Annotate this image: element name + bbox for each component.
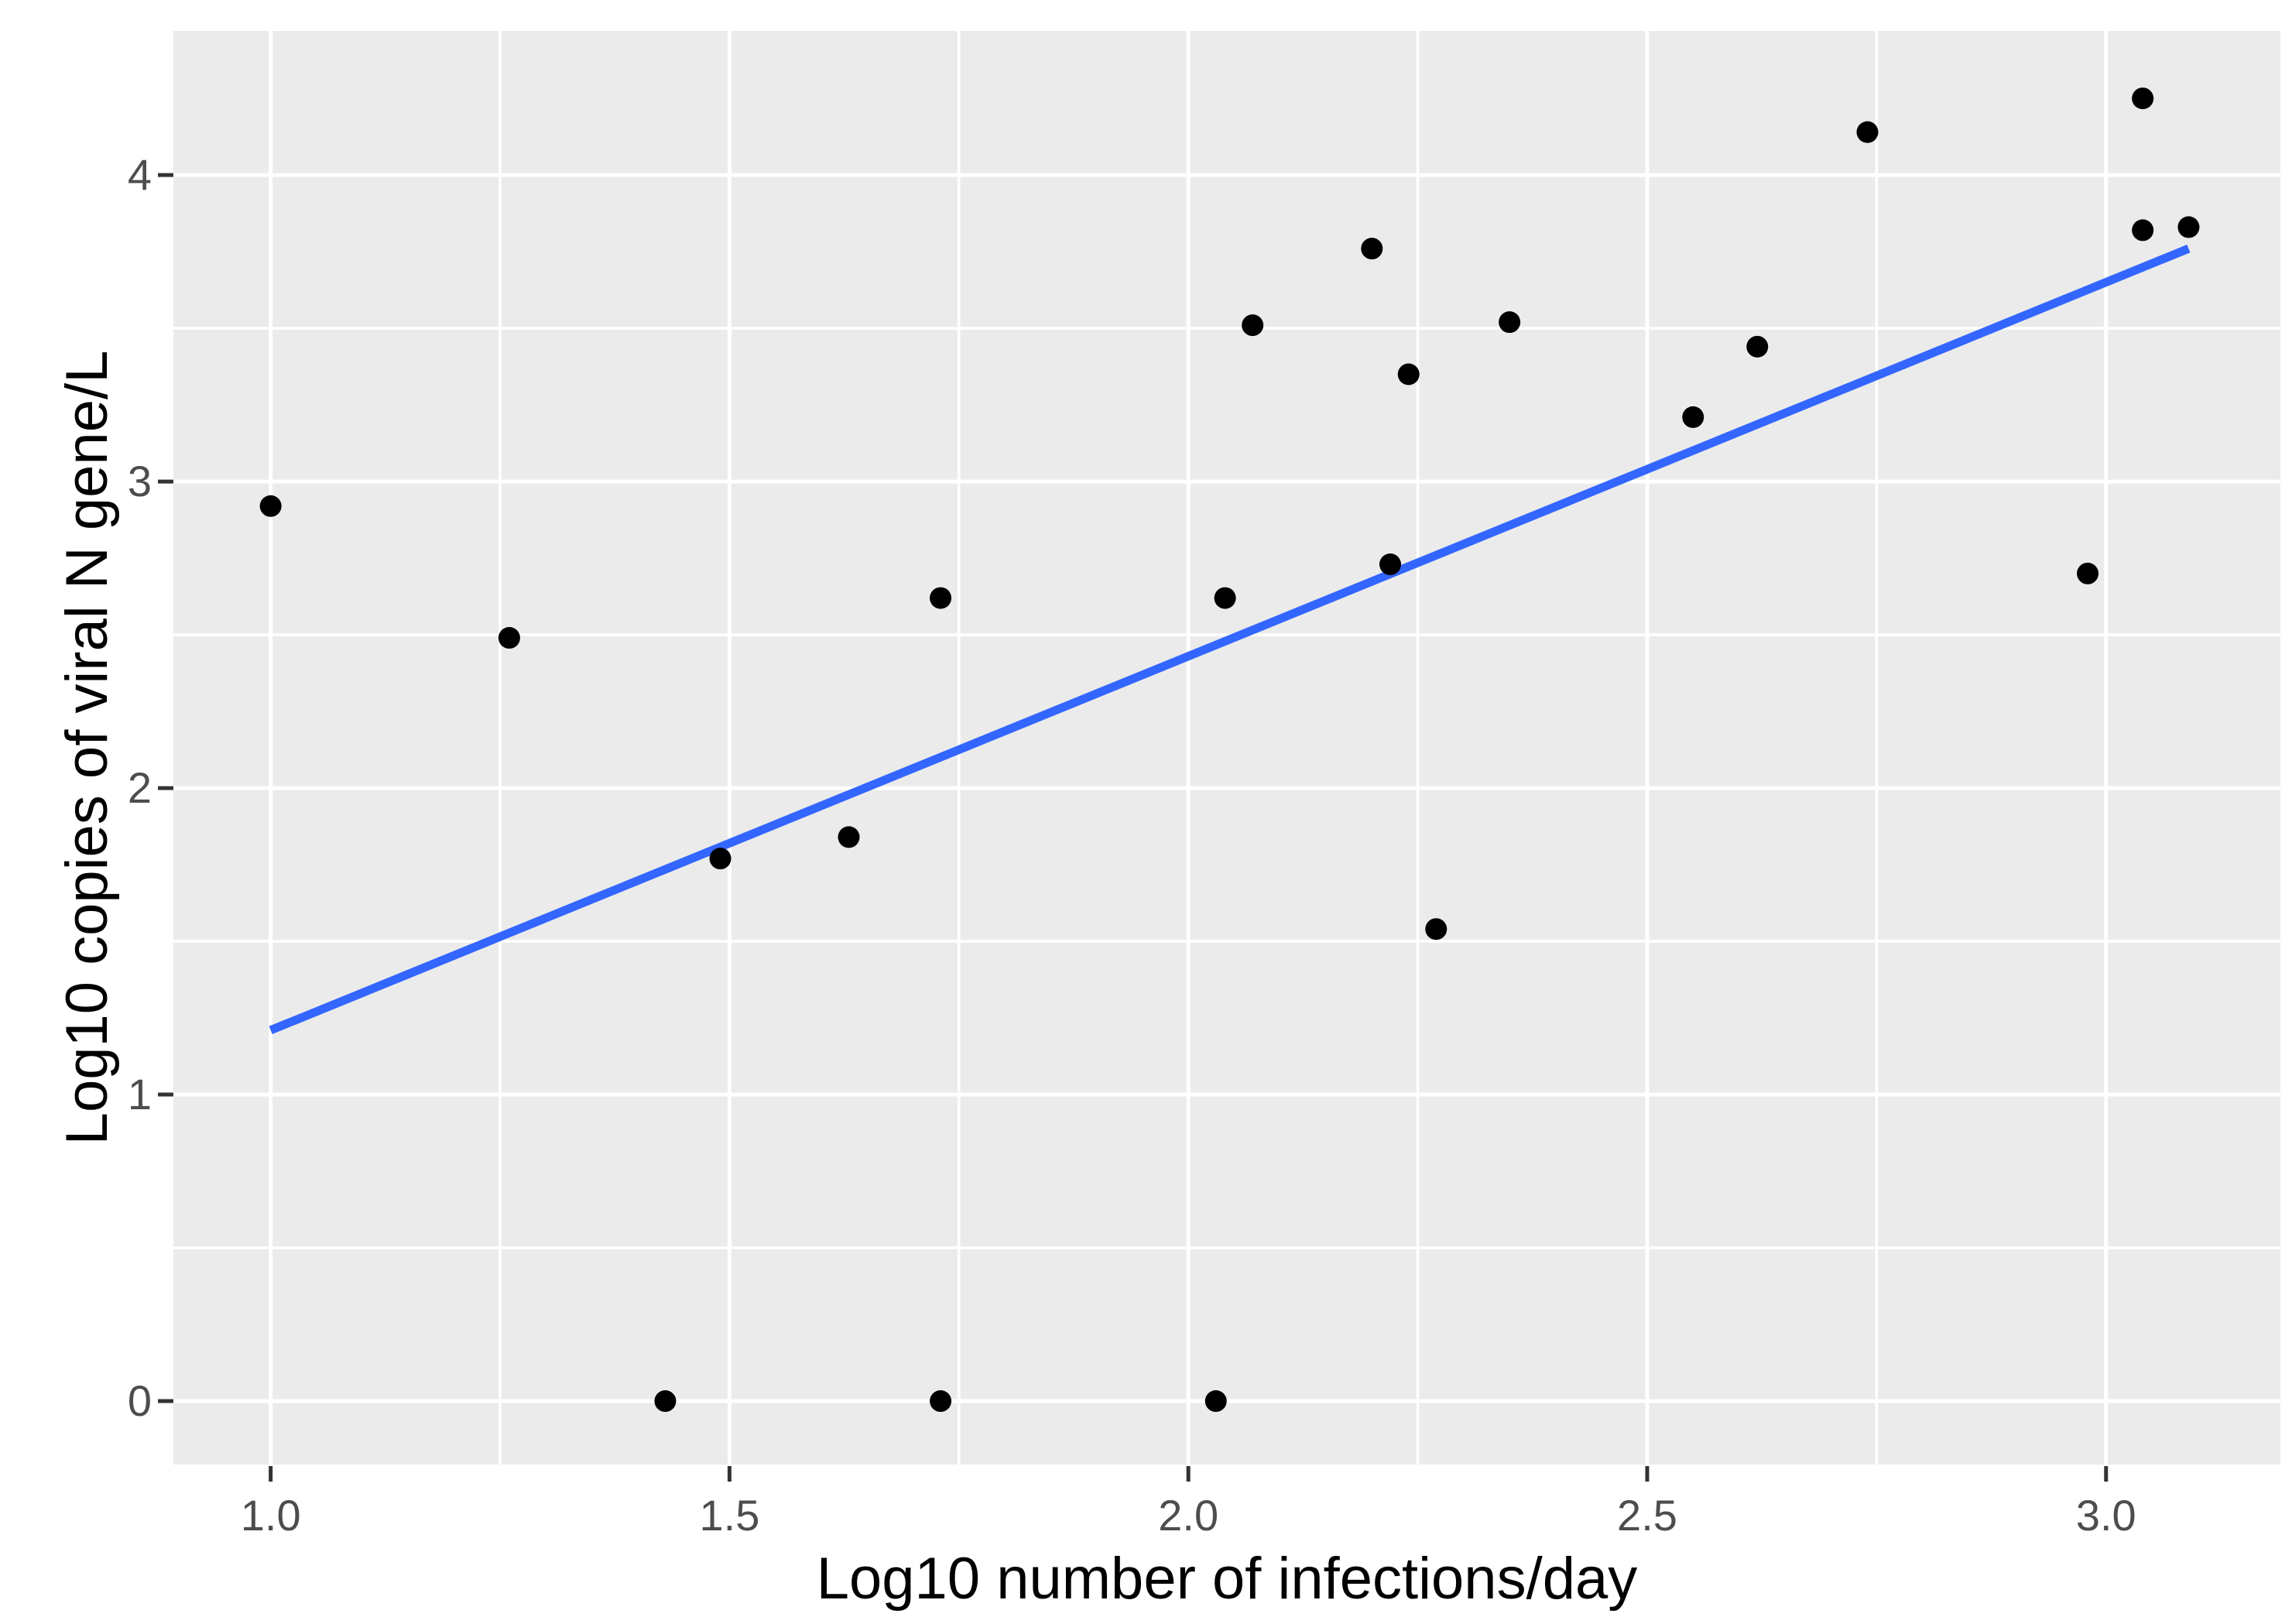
- data-point: [1856, 121, 1879, 143]
- y-tick-label: 1: [128, 1070, 152, 1119]
- data-points-layer: [259, 87, 2200, 1413]
- data-point: [259, 495, 282, 517]
- data-point: [2132, 219, 2154, 242]
- y-tick-labels: 0 1 2 3 4: [128, 150, 152, 1425]
- x-tick-label: 2.5: [1617, 1491, 1677, 1540]
- data-point: [1361, 238, 1383, 260]
- y-tick-label: 2: [128, 763, 152, 812]
- data-point: [1204, 1390, 1227, 1413]
- plot-panel: [173, 31, 2280, 1465]
- y-tick-label: 3: [128, 457, 152, 505]
- data-point: [1499, 311, 1521, 334]
- data-point: [838, 826, 860, 848]
- x-tick-label: 1.5: [700, 1491, 760, 1540]
- y-tick-label: 4: [128, 150, 152, 199]
- y-tick-label: 0: [128, 1376, 152, 1425]
- data-point: [2077, 562, 2099, 584]
- data-point: [1242, 314, 1264, 337]
- data-point: [1746, 335, 1769, 358]
- x-tick-labels: 1.0 1.5 2.0 2.5 3.0: [241, 1491, 2136, 1540]
- data-point: [1214, 587, 1236, 609]
- x-tick-label: 1.0: [241, 1491, 301, 1540]
- x-tick-label: 3.0: [2076, 1491, 2136, 1540]
- y-axis-title: Log10 copies of viral N gene/L: [54, 351, 120, 1146]
- data-point: [2132, 87, 2154, 110]
- data-point: [1379, 553, 1402, 576]
- x-tick-label: 2.0: [1158, 1491, 1218, 1540]
- regression-line: [269, 245, 2191, 1034]
- data-point: [1682, 406, 1704, 428]
- data-point: [498, 627, 520, 649]
- data-point: [1425, 918, 1447, 940]
- x-axis-title: Log10 number of infections/day: [817, 1546, 1637, 1612]
- major-gridlines: [173, 31, 2280, 1465]
- data-point: [1397, 363, 1420, 385]
- data-point: [2177, 216, 2200, 238]
- data-point: [709, 848, 731, 870]
- data-point: [654, 1390, 677, 1413]
- data-point: [930, 587, 952, 609]
- data-point: [930, 1390, 952, 1413]
- axis-tick-marks: [158, 173, 2109, 1482]
- regression-line-layer: [269, 245, 2191, 1034]
